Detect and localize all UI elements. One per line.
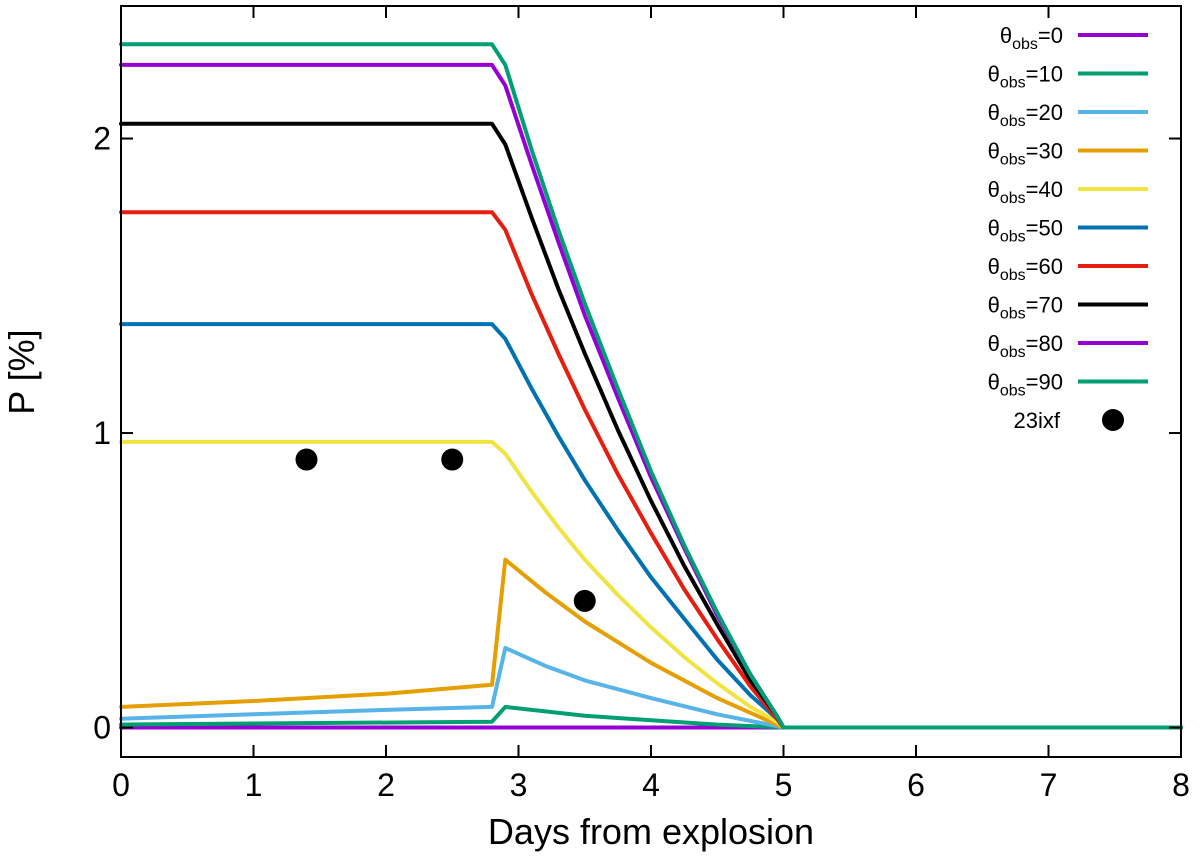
legend-entry: θobs=0	[1000, 23, 1148, 53]
legend-entry: θobs=70	[988, 293, 1148, 323]
legend-label: θobs=10	[988, 62, 1063, 92]
x-tick-label: 5	[775, 767, 793, 803]
legend-entry: θobs=50	[988, 216, 1148, 246]
legend-entry: θobs=80	[988, 331, 1148, 361]
legend-label: θobs=60	[988, 254, 1063, 284]
y-tick-label: 0	[93, 710, 111, 746]
observation-points-layer	[295, 448, 596, 612]
legend-entry: θobs=10	[988, 62, 1148, 92]
series-line-theta-40	[119, 439, 1183, 730]
legend-label: θobs=90	[988, 370, 1063, 400]
legend: θobs=0 θobs=10 θobs=20 θobs=30 θobs=40 θobs=5…	[988, 23, 1148, 433]
x-tick-label: 7	[1040, 767, 1058, 803]
observation-point-3	[573, 589, 596, 612]
series-line-theta-60	[119, 210, 1183, 730]
legend-label: θobs=20	[988, 100, 1063, 130]
legend-label: θobs=70	[988, 293, 1063, 323]
legend-label: 23ixf	[1014, 408, 1061, 433]
legend-label: θobs=40	[988, 177, 1063, 207]
observation-point-2	[441, 448, 464, 471]
legend-marker	[1102, 409, 1124, 431]
y-tick-label: 2	[93, 121, 111, 157]
legend-label: θobs=80	[988, 331, 1063, 361]
legend-entry: θobs=40	[988, 177, 1148, 207]
series-line-theta-30	[119, 557, 1183, 730]
x-tick-label: 2	[377, 767, 395, 803]
x-tick-label: 1	[245, 767, 263, 803]
x-tick-label: 3	[510, 767, 528, 803]
observation-point-1	[295, 448, 318, 471]
x-tick-label: 0	[112, 767, 130, 803]
series-line-theta-90	[119, 42, 1183, 730]
series-layer	[119, 42, 1183, 730]
legend-label: θobs=0	[1000, 23, 1063, 53]
x-tick-label: 8	[1172, 767, 1190, 803]
legend-entry: θobs=90	[988, 370, 1148, 400]
y-tick-label: 1	[93, 415, 111, 451]
legend-label: θobs=50	[988, 216, 1063, 246]
x-axis-title: Days from explosion	[488, 811, 814, 852]
x-tick-label: 4	[642, 767, 660, 803]
legend-label: θobs=30	[988, 139, 1063, 169]
legend-entry-observations: 23ixf	[1014, 408, 1124, 433]
legend-entry: θobs=30	[988, 139, 1148, 169]
legend-entry: θobs=20	[988, 100, 1148, 130]
series-line-theta-20	[119, 646, 1183, 730]
y-axis-title: P [%]	[1, 329, 42, 414]
x-tick-label: 6	[907, 767, 925, 803]
axis-ticks-layer: 0 1 2 3 4 5 6 7 8 0 1 2	[93, 6, 1190, 803]
legend-entry: θobs=60	[988, 254, 1148, 284]
